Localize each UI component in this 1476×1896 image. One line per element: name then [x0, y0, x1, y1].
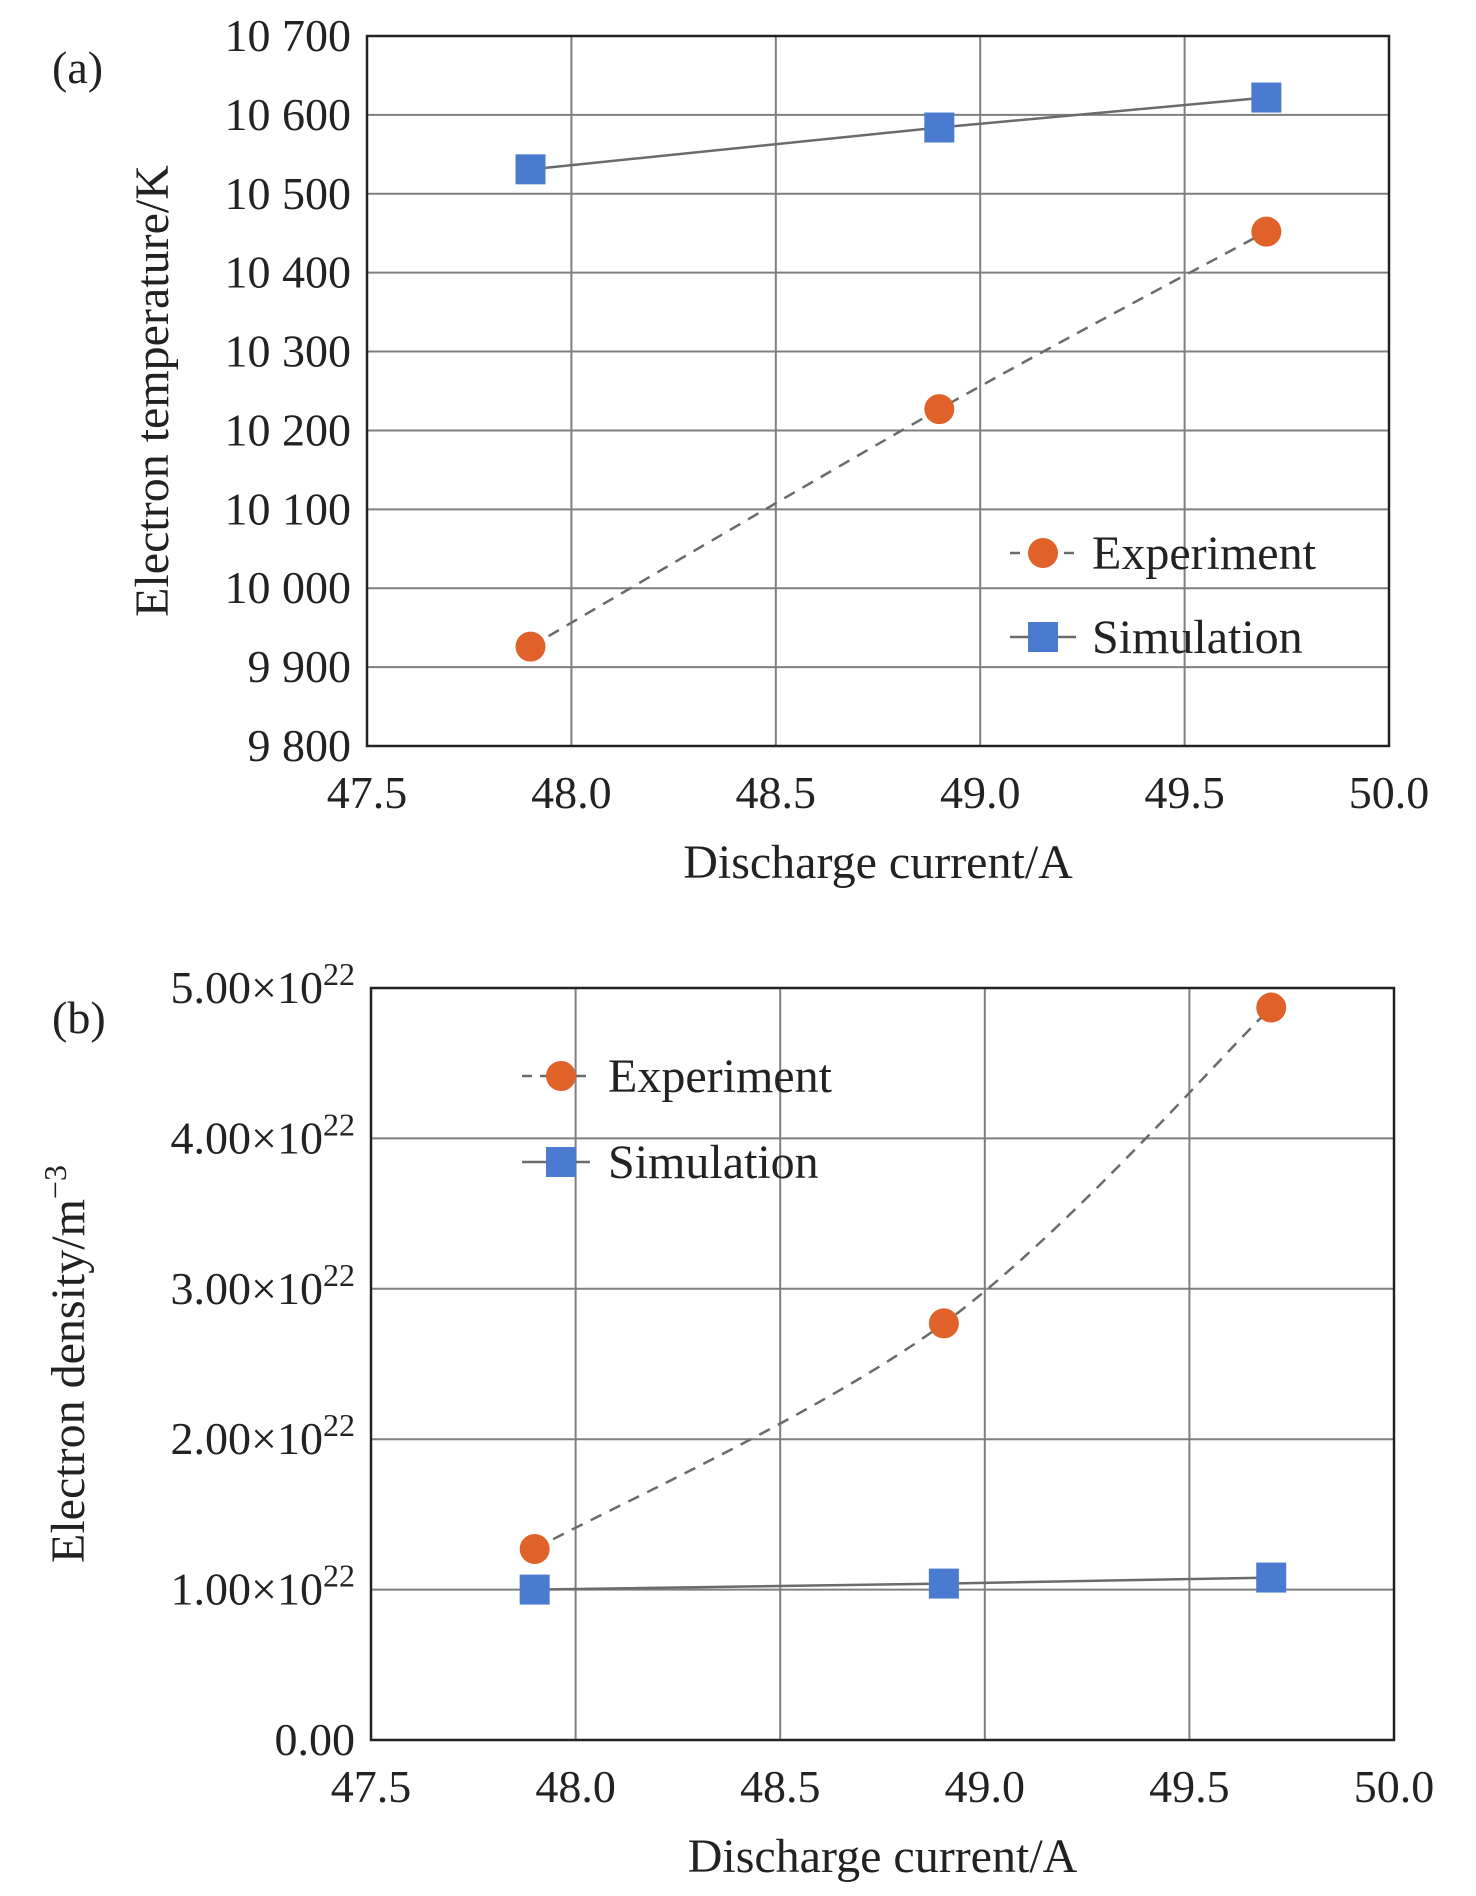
- legend: Experiment Simulation: [522, 1050, 833, 1189]
- y-tick-label: 9 900: [248, 641, 352, 692]
- plot-frame: [369, 986, 1396, 1742]
- x-tick-label: 49.0: [945, 1761, 1026, 1812]
- legend-label-simulation: Simulation: [608, 1136, 819, 1189]
- legend-label-experiment: Experiment: [1092, 527, 1317, 580]
- y-tick-label: 4.00×1022: [171, 1106, 355, 1163]
- y-tick-label: 3.00×1022: [171, 1257, 355, 1314]
- y-tick-label: 10 400: [225, 247, 352, 298]
- panel-label: (b): [52, 992, 106, 1043]
- x-tick-label: 48.5: [740, 1761, 821, 1812]
- y-tick-label: 0.00: [275, 1714, 356, 1765]
- legend-marker-simulation: [546, 1147, 576, 1177]
- point-simulation: [928, 1568, 959, 1599]
- plot-frame: [365, 34, 1391, 748]
- x-tick-label: 49.5: [1149, 1761, 1230, 1812]
- series-line-simulation: [530, 96, 1267, 171]
- y-tick-label: 10 600: [225, 89, 352, 140]
- point-experiment: [924, 394, 955, 425]
- point-experiment: [515, 631, 546, 662]
- point-simulation: [924, 112, 955, 143]
- point-experiment: [1251, 216, 1282, 247]
- legend-label-simulation: Simulation: [1092, 611, 1303, 664]
- y-tick-label: 10 300: [225, 326, 352, 377]
- legend-label-experiment: Experiment: [608, 1050, 833, 1103]
- x-tick-label: 47.5: [327, 767, 408, 818]
- legend: Experiment Simulation: [1010, 527, 1317, 664]
- chart-panel-a: (a) 47.5 48.0 48.5 49.0 49.5 50.0 9 800 9 900 10 …: [52, 10, 1429, 889]
- x-tick-label: 50.0: [1349, 767, 1430, 818]
- series-line-simulation: [534, 1576, 1272, 1591]
- legend-marker-experiment: [546, 1061, 576, 1091]
- point-simulation: [515, 154, 546, 185]
- y-tick-label: 10 200: [225, 404, 352, 455]
- y-tick-label: 10 100: [225, 483, 352, 534]
- point-experiment: [519, 1533, 550, 1564]
- y-tick-label: 9 800: [248, 720, 352, 771]
- legend-marker-simulation: [1028, 622, 1058, 652]
- y-tick-label: 10 700: [225, 10, 352, 61]
- y-axis-title: Electron density/m−3: [37, 1165, 95, 1563]
- point-simulation: [519, 1574, 550, 1605]
- x-tick-label: 48.0: [535, 1761, 616, 1812]
- panel-label: (a): [52, 42, 103, 93]
- point-simulation: [1256, 1562, 1287, 1593]
- x-tick-label: 48.5: [736, 767, 817, 818]
- x-tick-label: 49.5: [1144, 767, 1225, 818]
- x-axis-title: Discharge current/A: [683, 836, 1073, 889]
- point-experiment: [928, 1308, 959, 1339]
- y-tick-label: 5.00×1022: [171, 956, 355, 1013]
- chart-panel-b: (b) 47.5 48.0 48.5 49.0 49.5 50.0 0.00 1.00×1022…: [37, 956, 1434, 1883]
- y-axis-title: Electron temperature/K: [126, 165, 179, 617]
- legend-marker-experiment: [1028, 538, 1058, 568]
- y-tick-label: 10 000: [225, 562, 352, 613]
- y-tick-label: 10 500: [225, 168, 352, 219]
- y-tick-label: 2.00×1022: [171, 1407, 355, 1464]
- x-tick-label: 50.0: [1354, 1761, 1435, 1812]
- x-tick-label: 47.5: [331, 1761, 412, 1812]
- series-line-experiment: [529, 230, 1267, 648]
- x-axis-title: Discharge current/A: [688, 1830, 1078, 1883]
- x-tick-label: 49.0: [940, 767, 1021, 818]
- x-tick-label: 48.0: [531, 767, 612, 818]
- point-simulation: [1251, 82, 1282, 113]
- point-experiment: [1256, 992, 1287, 1023]
- y-tick-label: 1.00×1022: [171, 1558, 355, 1615]
